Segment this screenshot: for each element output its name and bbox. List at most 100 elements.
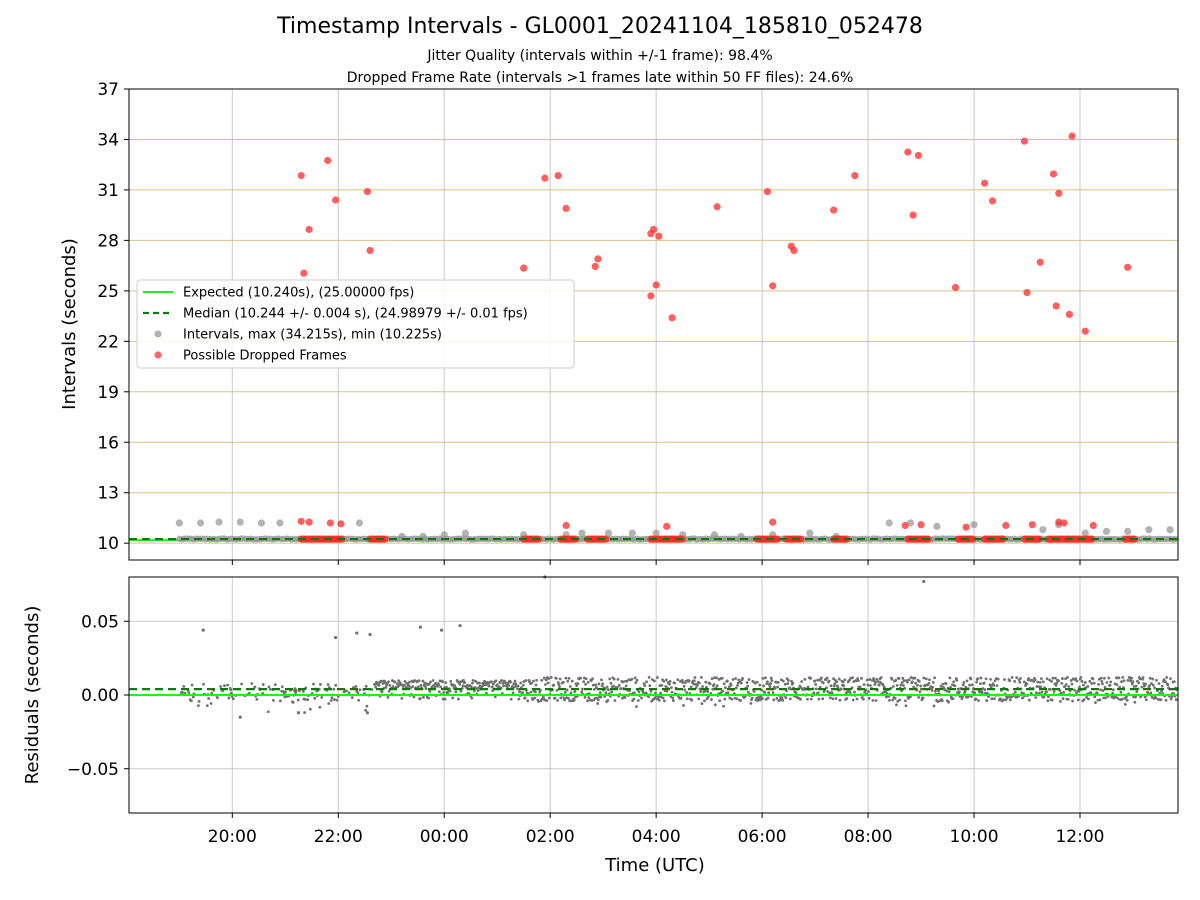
residual-point	[700, 702, 704, 706]
residual-point	[881, 683, 885, 687]
residual-point	[1003, 678, 1006, 681]
residual-point	[507, 684, 511, 687]
interval-point	[1081, 529, 1089, 537]
residual-point	[384, 686, 388, 689]
residual-point	[696, 683, 699, 687]
residual-point	[766, 680, 769, 684]
residual-point	[891, 698, 895, 702]
residual-point	[1054, 684, 1058, 687]
residual-point	[521, 683, 525, 687]
residual-point	[1094, 701, 1097, 704]
residual-point	[821, 697, 825, 701]
residual-point	[1008, 698, 1012, 702]
interval-point	[355, 519, 364, 527]
residual-point	[514, 682, 518, 686]
residual-point	[1144, 682, 1148, 686]
residual-point	[1135, 690, 1139, 694]
residual-point	[329, 699, 333, 702]
residual-point	[439, 685, 443, 689]
residual-point	[1101, 682, 1104, 686]
residual-point	[1054, 676, 1057, 680]
dropped-frame-point	[969, 535, 977, 543]
residual-point	[715, 684, 719, 688]
residual-point	[902, 679, 906, 682]
residual-point	[444, 685, 448, 689]
residual-point	[841, 680, 845, 684]
residual-point	[255, 697, 259, 701]
residual-point	[955, 679, 959, 682]
residual-point	[781, 698, 785, 702]
residual-point	[583, 695, 587, 699]
residual-point	[1174, 698, 1178, 702]
top-y-tick-label: 19	[97, 383, 119, 403]
residual-point	[493, 695, 497, 699]
residual-point	[776, 685, 779, 689]
residual-point	[912, 685, 916, 689]
residual-point	[355, 631, 359, 635]
residual-point	[948, 676, 952, 680]
residual-point	[1109, 680, 1113, 684]
residual-point	[273, 683, 277, 687]
residual-point	[917, 695, 921, 699]
residual-point	[663, 699, 666, 703]
residual-point	[1061, 697, 1065, 700]
legend-box	[136, 279, 575, 369]
residual-point	[752, 690, 756, 693]
legend-label: Expected (10.240s), (25.00000 fps)	[183, 286, 414, 301]
residual-point	[932, 704, 936, 708]
residual-point	[1076, 698, 1080, 702]
residual-point	[261, 683, 265, 686]
residual-point	[974, 697, 978, 701]
residual-point	[982, 681, 986, 685]
residual-point	[207, 697, 210, 700]
residual-point	[924, 677, 928, 681]
residual-point	[799, 697, 802, 701]
top-y-tick-label: 28	[97, 231, 119, 251]
residual-point	[400, 696, 404, 700]
residual-point	[789, 687, 793, 691]
residual-point	[1114, 695, 1118, 699]
residual-point	[313, 696, 317, 700]
residual-point	[471, 678, 475, 682]
residual-point	[1099, 676, 1103, 680]
residual-point	[545, 699, 549, 702]
residual-point	[303, 698, 307, 701]
residual-point	[637, 690, 641, 694]
residual-point	[902, 683, 905, 687]
bottom-y-axis-label: Residuals (seconds)	[22, 606, 43, 785]
residual-point	[451, 696, 455, 700]
residual-point	[895, 683, 899, 687]
residual-point	[544, 683, 547, 686]
interval-point	[1145, 526, 1153, 534]
residual-point	[710, 677, 714, 681]
residual-point	[867, 690, 870, 693]
residual-point	[1105, 681, 1109, 684]
residual-point	[1046, 699, 1050, 703]
residual-point	[914, 681, 917, 685]
residual-point	[1149, 691, 1153, 695]
residual-point	[591, 683, 595, 687]
residual-point	[1121, 675, 1125, 679]
residual-point	[1119, 690, 1123, 694]
residual-point	[209, 702, 213, 705]
residual-point	[557, 683, 561, 686]
residual-point	[387, 689, 391, 693]
x-tick-label: 06:00	[738, 827, 787, 847]
residual-point	[1160, 689, 1163, 693]
residual-point	[197, 699, 201, 703]
residual-point	[827, 679, 831, 683]
residual-point	[490, 680, 493, 684]
dropped-frame-point	[713, 203, 721, 211]
residual-point	[377, 683, 381, 687]
residual-point	[720, 676, 724, 680]
residual-point	[685, 697, 689, 701]
residual-point	[842, 684, 846, 687]
dropped-frame-point	[305, 518, 313, 526]
dropped-frame-point	[909, 211, 917, 219]
residual-point	[1060, 681, 1064, 685]
residual-point	[534, 683, 538, 687]
residual-point	[427, 682, 431, 686]
residual-point	[531, 698, 535, 701]
residual-point	[616, 677, 620, 681]
residual-point	[643, 684, 647, 688]
